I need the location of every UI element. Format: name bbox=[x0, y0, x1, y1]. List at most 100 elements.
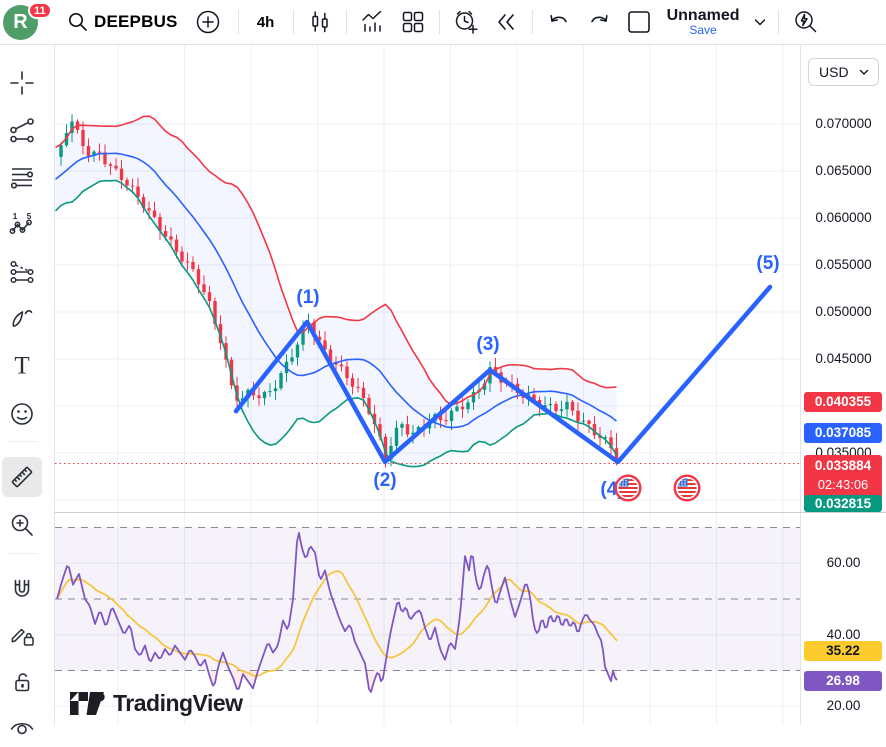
price-tick: 0.045000 bbox=[815, 351, 872, 366]
tool-zoom-in[interactable] bbox=[2, 505, 42, 545]
bb-lower-badge: 0.032815 bbox=[804, 495, 882, 512]
price-axis[interactable]: USD 0.070000 0.065000 0.060000 0.055000 0.05… bbox=[800, 45, 886, 725]
bb-upper-badge: 0.040355 bbox=[804, 392, 882, 412]
svg-text:T: T bbox=[14, 353, 29, 380]
alert-add-button[interactable] bbox=[446, 3, 486, 41]
tool-text[interactable]: T bbox=[2, 345, 42, 385]
tool-magnet[interactable] bbox=[2, 570, 42, 610]
undo-button[interactable] bbox=[539, 3, 579, 41]
tradingview-logo-icon bbox=[70, 692, 105, 715]
chart-pane[interactable]: (1) (2) (3) (4) (5) TradingView bbox=[55, 45, 800, 725]
layout-select-button[interactable] bbox=[619, 3, 659, 41]
toolbar-separator bbox=[438, 10, 440, 34]
bollinger-lower-line bbox=[55, 179, 618, 468]
svg-text:1: 1 bbox=[13, 211, 18, 221]
tool-projection[interactable] bbox=[2, 251, 42, 291]
eye-icon bbox=[10, 722, 34, 735]
user-menu[interactable]: R 11 bbox=[2, 2, 52, 42]
currency-dropdown[interactable]: USD bbox=[808, 58, 879, 86]
tool-draw-lock[interactable] bbox=[2, 615, 42, 655]
price-tick: 0.070000 bbox=[815, 116, 872, 131]
notification-badge: 11 bbox=[28, 2, 52, 19]
layout-name: Unnamed bbox=[666, 6, 740, 24]
symbol-search-button[interactable]: DEEPBUS bbox=[60, 3, 184, 41]
bar-replay-icon bbox=[497, 14, 514, 30]
fib-retracement-icon bbox=[10, 168, 34, 189]
zoom-in-icon bbox=[11, 514, 33, 536]
plus-circle-icon bbox=[196, 10, 219, 34]
toolbar-separator bbox=[531, 10, 533, 34]
indicators-icon bbox=[361, 10, 381, 32]
tool-fib-retracement[interactable] bbox=[2, 157, 42, 197]
interval-label: 4h bbox=[256, 13, 275, 31]
watermark-text: TradingView bbox=[113, 690, 243, 716]
candles-icon bbox=[311, 11, 328, 33]
toolbar-separator bbox=[237, 10, 239, 34]
rsi-tick: 20.00 bbox=[826, 698, 861, 714]
crosshair-icon bbox=[10, 71, 34, 95]
layout-grid-button[interactable] bbox=[393, 3, 433, 41]
chevron-down-icon bbox=[754, 19, 765, 26]
trend-line-icon bbox=[10, 118, 34, 143]
wave-label: (5) bbox=[756, 253, 779, 274]
redo-icon bbox=[590, 15, 608, 23]
undo-icon bbox=[549, 15, 567, 23]
chart-canvas[interactable]: (1)(2)(3)(4)(5) bbox=[55, 45, 800, 725]
redo-button[interactable] bbox=[579, 3, 619, 41]
price-tick: 0.050000 bbox=[815, 304, 872, 319]
rsi-oversold-fill bbox=[367, 670, 383, 692]
grid bbox=[55, 45, 800, 725]
sidebar-separator bbox=[8, 553, 38, 554]
rsi-tick: 60.00 bbox=[826, 555, 861, 571]
wave-label: (2) bbox=[373, 470, 396, 491]
tool-trend-line[interactable] bbox=[2, 110, 42, 150]
rsi-tick: 40.00 bbox=[826, 626, 861, 642]
bollinger-upper-line bbox=[55, 115, 617, 406]
quick-search-button[interactable] bbox=[785, 3, 825, 41]
text-tool-icon: T bbox=[14, 353, 29, 380]
pane-separator[interactable] bbox=[55, 512, 886, 513]
tool-ruler[interactable] bbox=[2, 457, 42, 497]
wave-label: (3) bbox=[476, 334, 499, 355]
chart-type-button[interactable] bbox=[300, 3, 340, 41]
avatar-letter: R bbox=[13, 11, 28, 33]
svg-text:5: 5 bbox=[27, 211, 32, 221]
toolbar-separator bbox=[345, 10, 347, 34]
emoji-icon bbox=[11, 403, 33, 425]
wave-label: (1) bbox=[296, 287, 319, 308]
bar-replay-button[interactable] bbox=[486, 3, 526, 41]
lock-open-icon bbox=[15, 673, 30, 692]
us-economic-event-icon[interactable] bbox=[614, 474, 642, 502]
interval-button[interactable]: 4h bbox=[245, 3, 287, 41]
indicators-button[interactable] bbox=[353, 3, 393, 41]
compare-add-button[interactable] bbox=[188, 3, 228, 41]
us-economic-event-icon[interactable] bbox=[673, 474, 701, 502]
currency-label: USD bbox=[819, 64, 849, 80]
price-tick: 0.060000 bbox=[815, 210, 872, 225]
sidebar-separator bbox=[8, 441, 38, 442]
bollinger-fill bbox=[55, 116, 617, 467]
layout-name-block[interactable]: Unnamed Save bbox=[659, 7, 748, 38]
layout-dropdown-button[interactable] bbox=[748, 3, 772, 41]
bb-basis-badge: 0.037085 bbox=[804, 423, 882, 443]
search-icon bbox=[68, 12, 87, 31]
tool-brush[interactable] bbox=[2, 298, 42, 338]
elliott-wave-line[interactable] bbox=[233, 284, 773, 465]
main-pane bbox=[55, 114, 800, 468]
quick-search-icon bbox=[794, 11, 816, 33]
rsi-band bbox=[55, 527, 800, 671]
toolbar-separator bbox=[777, 10, 779, 34]
tool-crosshair[interactable] bbox=[2, 63, 42, 103]
tool-emoji[interactable] bbox=[2, 394, 42, 434]
layout-grid-icon bbox=[402, 11, 423, 33]
save-link[interactable]: Save bbox=[689, 23, 717, 38]
symbol-name: DEEPBUS bbox=[94, 12, 178, 31]
brush-icon bbox=[12, 310, 33, 327]
tool-lock-all[interactable] bbox=[2, 662, 42, 702]
tool-hide-all[interactable] bbox=[2, 707, 42, 747]
alert-add-icon bbox=[455, 10, 478, 34]
chevron-down-icon bbox=[859, 69, 869, 75]
